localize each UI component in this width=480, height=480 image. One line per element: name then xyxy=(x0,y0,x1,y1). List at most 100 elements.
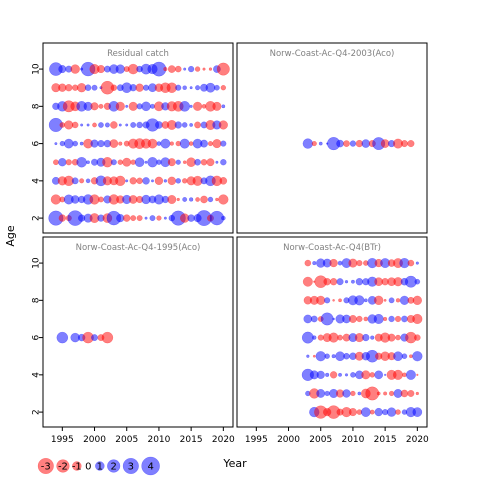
residual-bubble xyxy=(215,197,219,202)
x-tick-label: 2005 xyxy=(309,435,332,445)
residual-bubble xyxy=(414,278,421,285)
panel-frame xyxy=(236,42,428,234)
residual-bubble xyxy=(400,140,408,148)
legend-bubble xyxy=(37,457,54,475)
residual-bubble xyxy=(329,258,338,268)
residual-bubble xyxy=(122,157,132,167)
residual-bubble xyxy=(175,178,182,184)
residual-bubble xyxy=(395,334,401,341)
residual-bubble xyxy=(220,140,227,147)
residual-bubble xyxy=(130,215,137,222)
residual-bubble xyxy=(58,214,67,222)
residual-bubble xyxy=(312,335,317,340)
residual-bubble xyxy=(169,141,174,146)
legend-label: 1 xyxy=(97,462,103,473)
panel-3: Norw-Coast-Ac-Q4-1995(Aco) 2 4 6 8 10 1995 2000… xyxy=(32,236,235,445)
residual-bubble xyxy=(202,67,206,71)
legend-bubble xyxy=(56,459,70,473)
residual-bubble xyxy=(92,122,97,128)
residual-bubble xyxy=(115,64,125,74)
residual-bubble xyxy=(98,196,104,203)
y-tick-label: 2 xyxy=(32,409,42,415)
legend-label: 4 xyxy=(147,462,153,473)
legend-label: 3 xyxy=(128,462,134,473)
residual-bubble xyxy=(90,102,99,111)
residual-bubble xyxy=(200,158,208,166)
residual-bubble xyxy=(415,391,420,396)
panels-group: Residual catch 2 4 6 8 10 Norw-Coast-Ac-Q4-200… xyxy=(32,42,429,445)
residual-bubble xyxy=(363,298,368,303)
residual-bubble xyxy=(123,214,131,222)
residual-bubble xyxy=(350,372,356,378)
panel-1: Residual catch 2 4 6 8 10 xyxy=(32,42,234,234)
residual-bubble xyxy=(325,372,330,377)
residual-bubble xyxy=(79,141,84,146)
residual-bubble xyxy=(374,407,383,417)
legend-bubble xyxy=(95,461,105,471)
residual-bubble xyxy=(150,179,155,183)
legend-bubble xyxy=(72,461,82,471)
residual-bubble xyxy=(357,391,362,396)
residual-bubble xyxy=(324,297,331,304)
residual-bubble xyxy=(208,67,213,71)
residual-bubble xyxy=(332,317,335,321)
residual-bubble xyxy=(167,65,176,73)
y-tick-label: 4 xyxy=(32,372,42,378)
residual-bubble xyxy=(331,354,336,359)
residual-bubble xyxy=(181,122,188,128)
legend-bubble xyxy=(107,459,121,473)
residual-bubble xyxy=(218,120,228,130)
residual-bubble xyxy=(182,85,187,90)
residual-bubble xyxy=(155,121,163,129)
residual-bubble xyxy=(65,84,73,92)
residual-bubble xyxy=(387,333,396,342)
residual-bubble xyxy=(195,197,200,202)
residual-bubble xyxy=(147,138,158,149)
x-tick-label: 2005 xyxy=(115,435,138,445)
residual-bubble xyxy=(175,84,182,91)
residual-bubble xyxy=(219,177,228,185)
residual-bubble xyxy=(395,298,401,303)
residual-bubble xyxy=(386,407,397,417)
legend-bubble xyxy=(122,457,139,475)
residual-bubble xyxy=(86,160,90,165)
panel-frame xyxy=(236,236,428,428)
residual-bubble xyxy=(395,409,401,415)
residual-bubble xyxy=(142,177,150,185)
residual-bubble xyxy=(303,314,313,324)
x-tick-label: 2020 xyxy=(406,435,429,445)
residual-bubble xyxy=(361,370,371,380)
residual-bubble xyxy=(388,390,395,397)
residual-bubble xyxy=(388,315,395,323)
residual-bubble xyxy=(342,389,351,398)
residual-bubble xyxy=(194,158,201,166)
panel-title: Norw-Coast-Ac-Q4(BTr) xyxy=(283,243,381,253)
residual-bubble xyxy=(79,178,85,184)
panel-title: Norw-Coast-Ac-Q4-2003(Aco) xyxy=(270,49,395,59)
residual-bubble xyxy=(215,160,219,164)
residual-bubble xyxy=(104,122,110,128)
y-tick-label: 6 xyxy=(32,140,42,146)
residual-bubble xyxy=(50,194,61,205)
residual-bubble xyxy=(316,295,326,305)
residual-bubble xyxy=(412,313,423,325)
residual-bubble xyxy=(118,123,122,127)
residual-bubble xyxy=(394,315,402,323)
y-axis-label: Age xyxy=(4,225,17,247)
residual-bubble xyxy=(361,139,371,148)
residual-bubble xyxy=(125,104,129,108)
legend-label: -3 xyxy=(41,462,51,473)
x-tick-label: 2010 xyxy=(341,435,364,445)
residual-bubble xyxy=(144,216,148,220)
residual-bubble xyxy=(84,84,92,91)
residual-bubble xyxy=(64,120,74,130)
x-tick-label: 2020 xyxy=(212,435,235,445)
residual-bubble xyxy=(383,316,388,322)
residual-bubble xyxy=(70,64,80,74)
residual-bubble xyxy=(212,101,222,111)
residual-bubble xyxy=(355,277,364,286)
residual-bubble xyxy=(350,279,355,284)
residual-bubble xyxy=(154,176,164,186)
residual-bubble xyxy=(85,178,91,184)
